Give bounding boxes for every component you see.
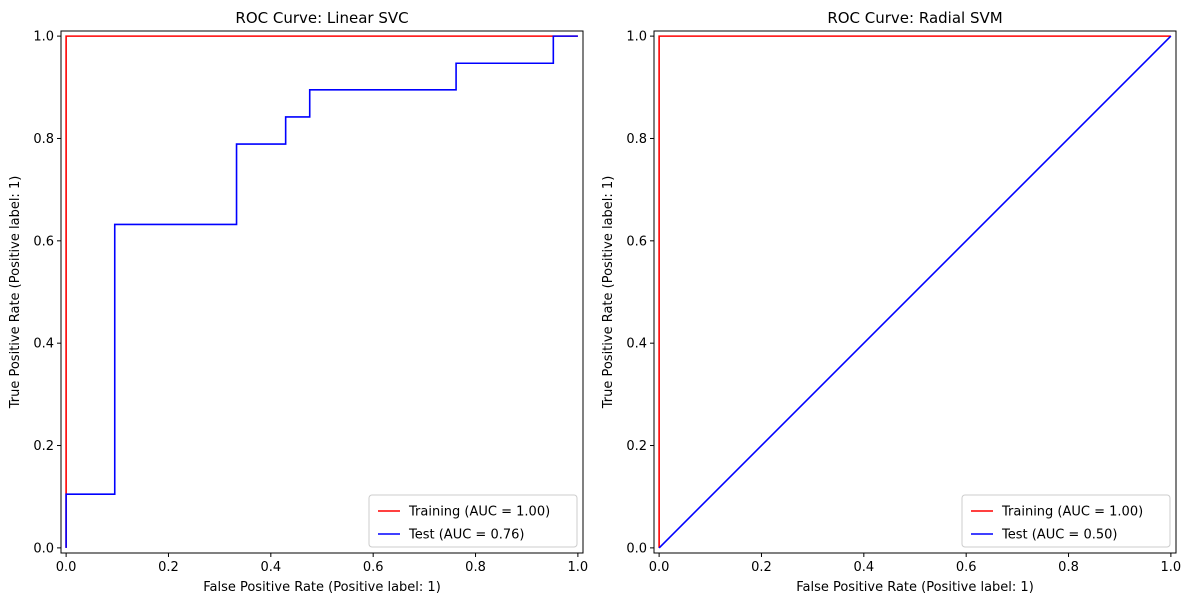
y-axis-label: True Positive Rate (Positive label: 1) bbox=[8, 176, 23, 410]
y-tick-label: 0.2 bbox=[33, 439, 54, 454]
x-tick-label: 0.2 bbox=[751, 560, 772, 575]
y-tick-label: 0.8 bbox=[33, 132, 54, 147]
x-tick-label: 0.4 bbox=[853, 560, 874, 575]
chart-title: ROC Curve: Linear SVC bbox=[235, 9, 408, 27]
y-tick-label: 0.0 bbox=[626, 541, 647, 556]
chart-title: ROC Curve: Radial SVM bbox=[827, 9, 1002, 27]
x-tick-label: 1.0 bbox=[1161, 560, 1182, 575]
x-tick-label: 1.0 bbox=[568, 560, 589, 575]
y-tick-label: 0.8 bbox=[626, 132, 647, 147]
y-axis-label: True Positive Rate (Positive label: 1) bbox=[601, 176, 616, 410]
x-tick-label: 0.6 bbox=[363, 560, 384, 575]
series-line-test bbox=[65, 35, 578, 548]
x-axis-label: False Positive Rate (Positive label: 1) bbox=[203, 580, 441, 595]
y-tick-label: 1.0 bbox=[33, 30, 54, 45]
legend-box bbox=[368, 494, 578, 548]
series-line-training bbox=[658, 35, 1171, 548]
y-tick-label: 0.2 bbox=[626, 439, 647, 454]
y-tick-label: 0.6 bbox=[626, 234, 647, 249]
chart-panel-2: ROC Curve: Radial SVM 0.0 0.2 0.4 0.6 0.8 1.0 0… bbox=[601, 9, 1181, 595]
chart-panel-1: ROC Curve: Linear SVC 0.0 0.2 0.4 0.6 0.8 1.0 0… bbox=[8, 9, 588, 595]
legend-label: Test (AUC = 0.50) bbox=[1001, 528, 1117, 543]
y-tick-label: 0.0 bbox=[33, 541, 54, 556]
x-tick-label: 0.0 bbox=[56, 560, 77, 575]
x-tick-label: 0.8 bbox=[465, 560, 486, 575]
x-tick-label: 0.2 bbox=[158, 560, 179, 575]
y-tick-label: 0.4 bbox=[33, 337, 54, 352]
y-tick-label: 0.4 bbox=[626, 337, 647, 352]
legend-label: Test (AUC = 0.76) bbox=[408, 528, 524, 543]
x-tick-label: 0.8 bbox=[1058, 560, 1079, 575]
x-axis-label: False Positive Rate (Positive label: 1) bbox=[796, 580, 1034, 595]
x-tick-label: 0.0 bbox=[649, 560, 670, 575]
legend-box bbox=[961, 494, 1171, 548]
legend-label: Training (AUC = 1.00) bbox=[1001, 505, 1143, 520]
x-tick-label: 0.6 bbox=[956, 560, 977, 575]
plot-frame bbox=[653, 30, 1177, 554]
legend: Training (AUC = 1.00) Test (AUC = 0.76) bbox=[368, 494, 578, 548]
legend: Training (AUC = 1.00) Test (AUC = 0.50) bbox=[961, 494, 1171, 548]
series-line-training bbox=[65, 35, 578, 548]
x-tick-label: 0.4 bbox=[260, 560, 281, 575]
plot-frame bbox=[60, 30, 584, 554]
y-tick-label: 1.0 bbox=[626, 30, 647, 45]
series-line-test bbox=[658, 35, 1172, 549]
legend-label: Training (AUC = 1.00) bbox=[408, 505, 550, 520]
y-tick-label: 0.6 bbox=[33, 234, 54, 249]
